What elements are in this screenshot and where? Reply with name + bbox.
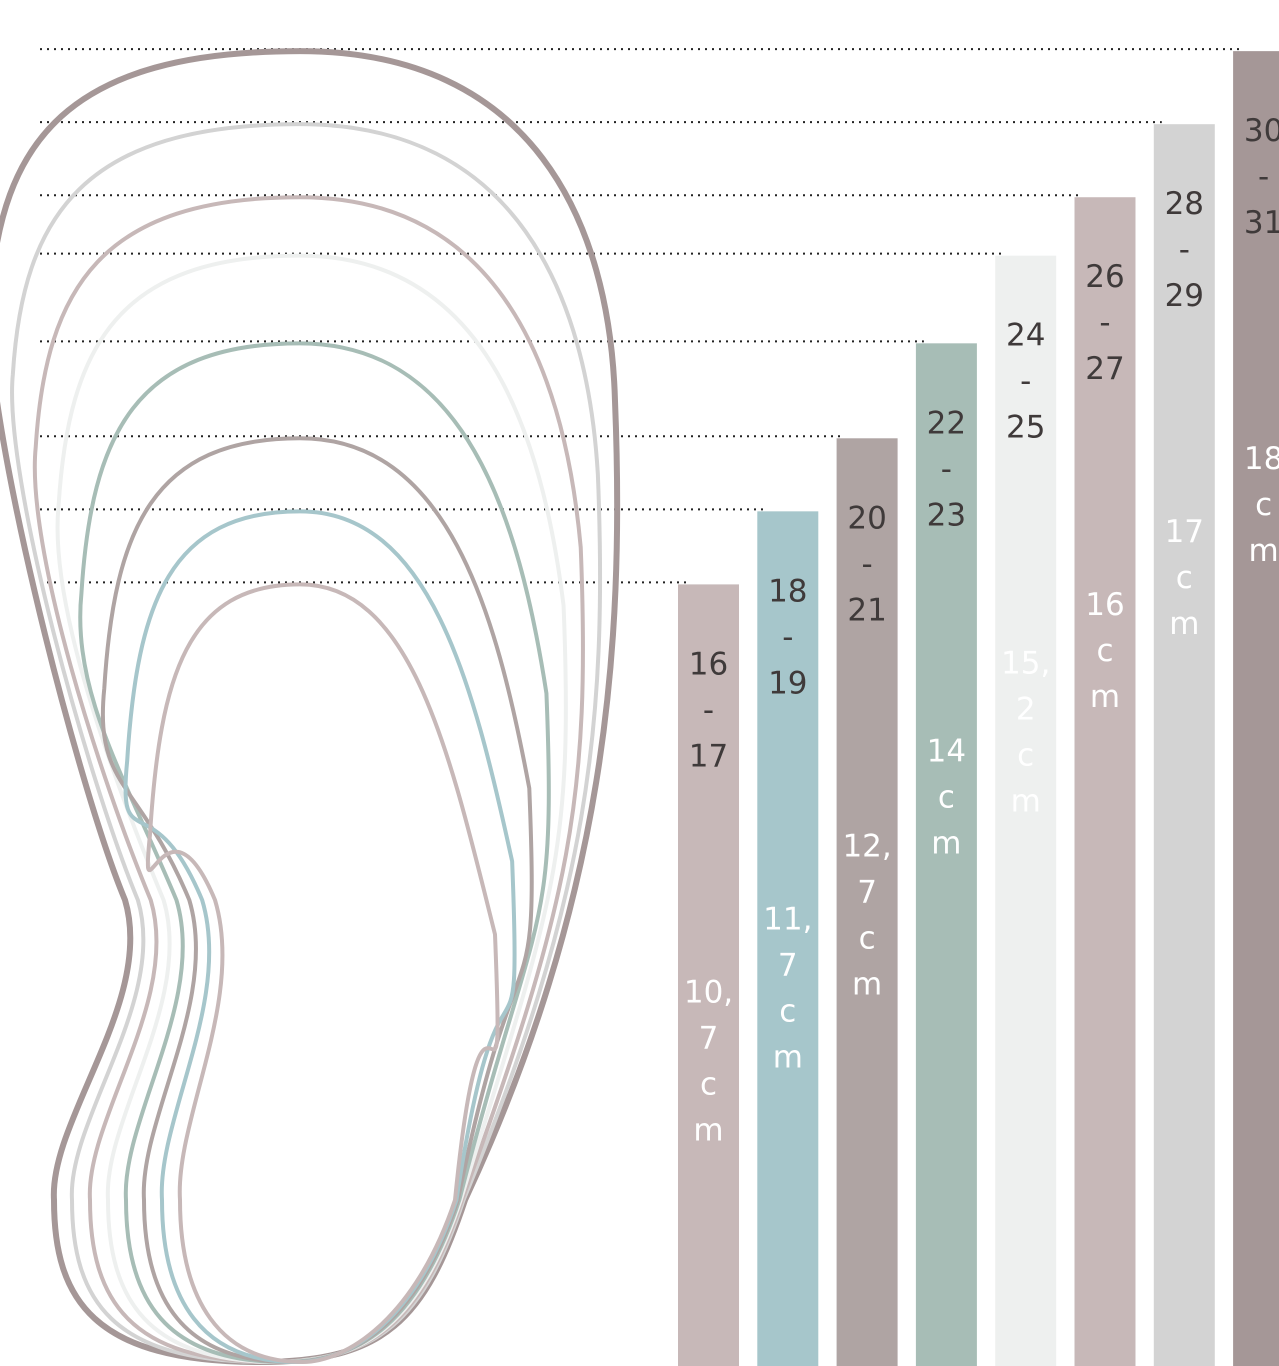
size-range-label: 31 (1244, 205, 1279, 241)
size-range-label: 23 (927, 497, 966, 533)
bar (757, 511, 819, 1366)
length-label: 12, (842, 828, 891, 864)
size-range-dash: - (862, 546, 873, 582)
bar (1074, 197, 1136, 1366)
length-label: m (1090, 679, 1120, 715)
length-label: c (859, 920, 876, 956)
length-label: c (1255, 487, 1272, 523)
bars: 16-1710,7cm18-1911,7cm20-2112,7cm22-2314… (678, 51, 1279, 1366)
length-label: c (1017, 738, 1034, 774)
size-range-label: 28 (1165, 186, 1204, 222)
size-range-label: 26 (1085, 259, 1124, 295)
size-range-label: 20 (847, 500, 886, 536)
length-label: c (779, 993, 796, 1029)
size-range-label: 25 (1006, 410, 1045, 446)
length-label: c (1176, 560, 1193, 596)
size-range-dash: - (941, 451, 952, 487)
length-label: m (1248, 533, 1278, 569)
length-label: m (852, 966, 882, 1002)
sole-outline (100, 436, 534, 1365)
sole-outline (55, 253, 568, 1365)
bar (995, 255, 1057, 1366)
size-range-dash: - (1179, 232, 1190, 268)
bar (1153, 124, 1215, 1366)
length-label: 18 (1244, 441, 1279, 477)
bar (836, 438, 898, 1366)
reference-lines (40, 48, 1242, 584)
size-range-label: 30 (1244, 113, 1279, 149)
length-label: 2 (1016, 692, 1036, 728)
length-label: 11, (763, 901, 812, 937)
length-label: 16 (1085, 587, 1124, 623)
length-label: 17 (1165, 514, 1204, 550)
size-range-dash: - (703, 692, 714, 728)
size-range-dash: - (1258, 159, 1269, 195)
length-label: c (700, 1066, 717, 1102)
length-label: 7 (699, 1020, 719, 1056)
sole-outline (145, 582, 500, 1365)
size-range-label: 21 (847, 592, 886, 628)
length-label: 14 (927, 733, 966, 769)
size-range-label: 18 (768, 573, 807, 609)
length-label: m (1169, 606, 1199, 642)
length-label: 10, (684, 974, 733, 1010)
bar (915, 343, 977, 1366)
size-range-label: 19 (768, 665, 807, 701)
size-range-label: 22 (927, 405, 966, 441)
sole-outlines (0, 48, 621, 1366)
length-label: 15, (1001, 646, 1050, 682)
size-range-dash: - (782, 619, 793, 655)
sole-outline (32, 195, 585, 1365)
length-label: c (1096, 633, 1113, 669)
length-label: c (938, 779, 955, 815)
size-range-dash: - (1099, 305, 1110, 341)
length-label: m (931, 825, 961, 861)
sole-outline (78, 341, 551, 1365)
length-label: m (773, 1039, 803, 1075)
size-range-dash: - (1020, 364, 1031, 400)
size-range-label: 24 (1006, 318, 1045, 354)
bar (1233, 51, 1279, 1366)
bar (678, 584, 739, 1366)
sole-outline (0, 48, 621, 1366)
size-range-label: 27 (1085, 351, 1124, 387)
length-label: 7 (778, 947, 798, 983)
size-range-label: 17 (689, 738, 728, 774)
size-range-label: 16 (689, 646, 728, 682)
size-range-label: 29 (1165, 278, 1204, 314)
sole-outline (123, 509, 517, 1365)
length-label: m (1011, 784, 1041, 820)
length-label: m (693, 1112, 723, 1148)
length-label: 7 (857, 874, 877, 910)
sole-outline (10, 122, 603, 1365)
